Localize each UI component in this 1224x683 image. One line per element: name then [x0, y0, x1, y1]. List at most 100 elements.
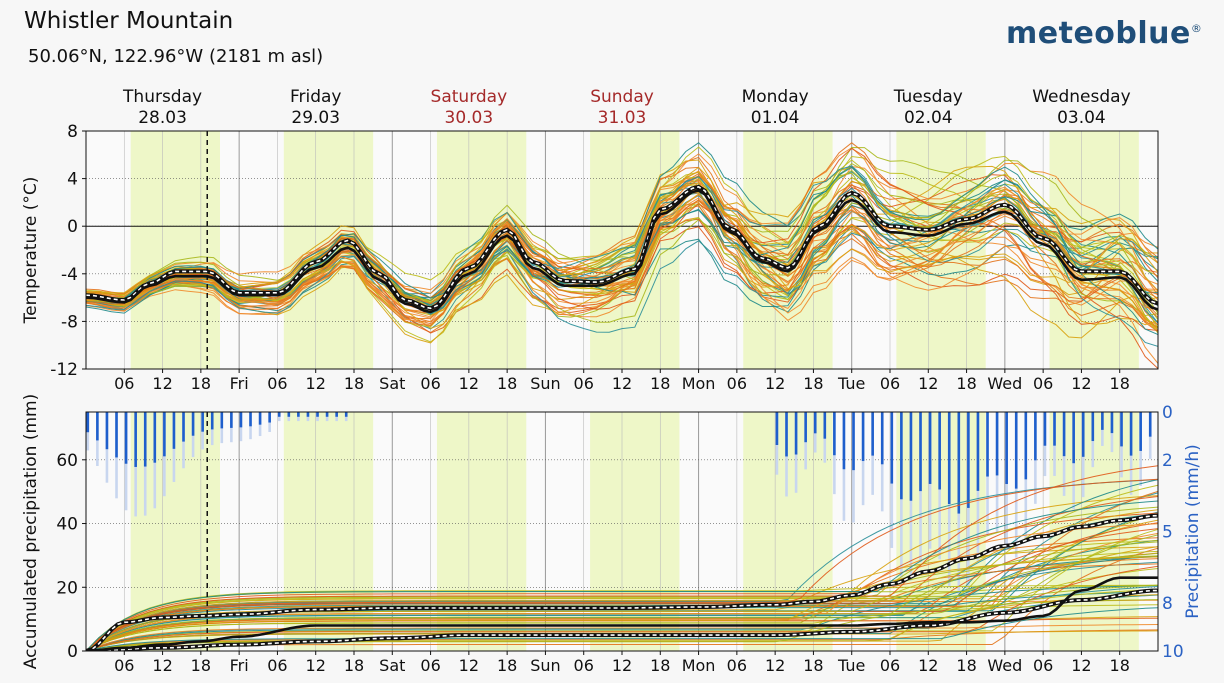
- precipitation-rate-bar: [852, 412, 855, 471]
- x-tick-label: 12: [918, 374, 938, 393]
- precipitation-rate-bar: [900, 412, 903, 500]
- x-tick-label: Tue: [837, 656, 865, 675]
- x-tick-label: 12: [306, 374, 326, 393]
- temperature-member-line: [86, 183, 1158, 325]
- location-title: Whistler Mountain: [24, 8, 234, 34]
- x-tick-label: Mon: [682, 656, 716, 675]
- precipitation-rate-bar: [239, 412, 243, 428]
- precipitation-rate-bar: [1062, 412, 1066, 457]
- precipitation-rate-bar: [210, 412, 214, 430]
- x-tick-label: Tue: [837, 374, 865, 393]
- precipitation-member-line: [86, 607, 1158, 651]
- x-tick-label: 18: [803, 656, 823, 675]
- precipitation-member-line: [86, 484, 1158, 651]
- precipitation-rate-bar: [909, 412, 913, 501]
- meteoblue-logo[interactable]: meteoblue®: [1006, 16, 1202, 51]
- x-tick-label: 18: [956, 374, 976, 393]
- x-tick-label: 06: [880, 374, 900, 393]
- precipitation-member-line: [86, 500, 1158, 651]
- x-tick-label: 18: [497, 374, 517, 393]
- precipitation-rate-bar: [986, 412, 989, 477]
- y-tick-label: -8: [61, 312, 78, 332]
- precipitation-rate-bar: [191, 412, 195, 436]
- x-tick-label: 06: [1033, 374, 1053, 393]
- x-tick-label: 06: [420, 656, 440, 675]
- x-tick-label: 18: [1110, 656, 1130, 675]
- precipitation-rate-bar: [928, 412, 932, 484]
- precipitation-rate-bar: [1024, 412, 1028, 480]
- precipitation-rate-bar: [842, 412, 846, 470]
- y-tick-label: -4: [61, 265, 78, 285]
- x-tick-label: 12: [612, 656, 632, 675]
- precipitation-rate-bar: [880, 412, 884, 465]
- x-tick-label: 18: [497, 656, 517, 675]
- precipitation-rate-bar: [1014, 412, 1018, 489]
- y-tick-label: 8: [67, 122, 78, 142]
- x-tick-label: Sun: [530, 656, 560, 675]
- precipitation-member-line: [86, 588, 1158, 651]
- precipitation-rate-bar: [1120, 412, 1123, 447]
- x-tick-label: 12: [765, 374, 785, 393]
- precipitation-rate-bar: [919, 412, 922, 492]
- precipitation-rate-bar: [115, 412, 118, 458]
- x-tick-label: Mon: [682, 374, 716, 393]
- precipitation-rate-bar: [277, 412, 281, 417]
- precipitation-rate-bar: [813, 412, 817, 434]
- precipitation-rate-bar: [287, 412, 291, 417]
- day-name: Tuesday: [893, 87, 963, 107]
- precipitation-member-line: [86, 528, 1158, 651]
- precipitation-rate-bar: [153, 412, 157, 463]
- day-date: 28.03: [138, 108, 187, 128]
- y-tick-label: 40: [56, 515, 78, 535]
- precipitation-member-line: [86, 506, 1158, 651]
- temperature-member-line: [86, 185, 1158, 319]
- precipitation-rate-bar: [976, 412, 980, 491]
- precipitation-rate-bar: [96, 412, 99, 441]
- precipitation-rate-bar: [1053, 412, 1056, 446]
- precipitation-upper-line: [86, 514, 1158, 651]
- precipitation-rate-bar: [1129, 412, 1133, 456]
- precipitation-median-line: [86, 576, 1158, 651]
- precipitation-members: [86, 412, 1158, 651]
- precipitation-member-line: [86, 496, 1158, 651]
- y-tick-label: 0: [67, 217, 78, 237]
- x-tick-label: Sat: [379, 374, 405, 393]
- precipitation-member-line: [86, 509, 1158, 651]
- y-tick-label: 20: [56, 578, 78, 598]
- day-name: Saturday: [431, 87, 508, 107]
- x-tick-label: Fri: [230, 656, 249, 675]
- precipitation-member-line: [86, 624, 1158, 651]
- x-tick-label: 06: [727, 374, 747, 393]
- x-tick-label: Sat: [379, 656, 405, 675]
- y-tick-label: 60: [56, 451, 78, 471]
- precipitation-member-line: [86, 585, 1158, 651]
- y-tick-label: 0: [67, 642, 78, 662]
- x-tick-label: 06: [574, 374, 594, 393]
- temperature-member-line: [86, 186, 1158, 313]
- x-tick-label: 06: [114, 656, 134, 675]
- x-tick-label: 12: [1071, 656, 1091, 675]
- x-tick-label: 18: [650, 374, 670, 393]
- precipitation-member-line: [86, 512, 1158, 651]
- x-tick-label: 12: [459, 374, 479, 393]
- y-tick-label: -12: [50, 360, 78, 380]
- temperature-member-line: [86, 166, 1158, 344]
- precipitation-member-line: [86, 539, 1158, 651]
- x-tick-label: 12: [918, 656, 938, 675]
- temperature-member-line: [86, 191, 1158, 309]
- temperature-panel: 8 4 0 -4 -8 -12 06 12 18 Fri 06 12 18 Sat 06 12 18 Sun 06 1…: [21, 122, 1159, 393]
- x-tick-label: 12: [306, 656, 326, 675]
- precipitation-member-line: [86, 479, 1158, 651]
- precipitation-member-line: [86, 563, 1158, 651]
- precipitation-member-line: [86, 519, 1158, 651]
- temperature-frame: [85, 130, 1159, 370]
- precipitation-member-line: [86, 555, 1158, 651]
- precipitation-rate-bar: [957, 412, 961, 514]
- temperature-mean-line: [86, 186, 1158, 310]
- x-tick-label: 06: [880, 656, 900, 675]
- x-tick-label: 06: [267, 656, 287, 675]
- precipitation-frame: [85, 411, 1159, 652]
- x-tick-label: 06: [420, 374, 440, 393]
